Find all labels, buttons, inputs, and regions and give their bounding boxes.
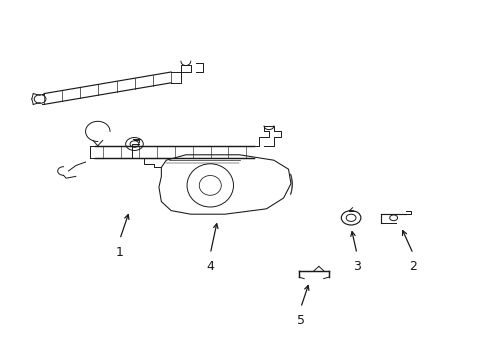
- Text: 4: 4: [206, 260, 214, 273]
- Text: 5: 5: [296, 314, 304, 327]
- Text: 3: 3: [352, 260, 360, 273]
- Text: 1: 1: [116, 246, 123, 259]
- Text: 2: 2: [408, 260, 416, 273]
